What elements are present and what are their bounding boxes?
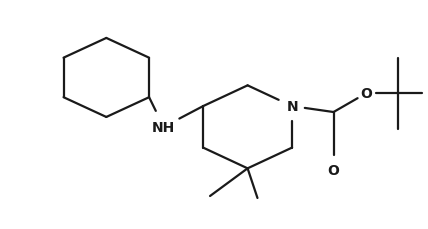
Text: O: O bbox=[360, 87, 372, 101]
Text: N: N bbox=[286, 100, 298, 114]
Text: O: O bbox=[327, 164, 339, 178]
Text: NH: NH bbox=[152, 120, 175, 134]
